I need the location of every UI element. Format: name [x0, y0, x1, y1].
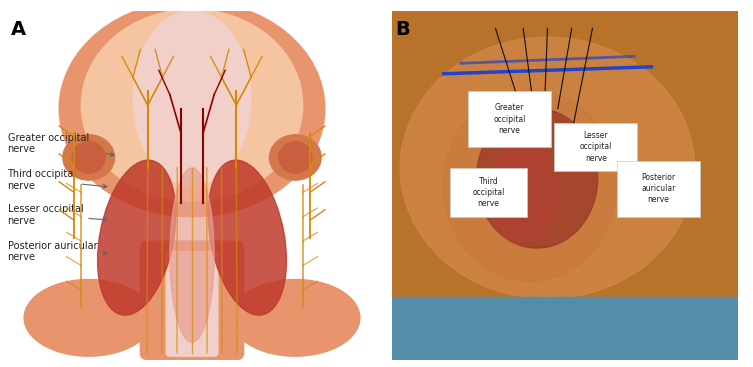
Text: Third
occipital
nerve: Third occipital nerve: [472, 177, 505, 208]
Ellipse shape: [209, 160, 286, 315]
Ellipse shape: [270, 135, 321, 180]
FancyBboxPatch shape: [450, 168, 526, 217]
Text: Greater occipital
nerve: Greater occipital nerve: [8, 133, 114, 156]
Circle shape: [648, 171, 675, 199]
Ellipse shape: [230, 280, 360, 356]
Text: A: A: [11, 20, 26, 39]
Ellipse shape: [279, 142, 312, 173]
Circle shape: [643, 166, 681, 204]
FancyBboxPatch shape: [166, 251, 218, 356]
Ellipse shape: [72, 142, 105, 173]
Text: Posterior
auricular
nerve: Posterior auricular nerve: [641, 173, 675, 204]
Ellipse shape: [81, 9, 303, 201]
Text: Lesser occipital
nerve: Lesser occipital nerve: [8, 204, 107, 226]
Ellipse shape: [477, 109, 598, 248]
Text: B: B: [395, 20, 410, 39]
Ellipse shape: [401, 37, 694, 299]
Bar: [392, 297, 738, 360]
Ellipse shape: [170, 168, 214, 342]
Text: Posterior auricular
nerve: Posterior auricular nerve: [8, 241, 107, 262]
Ellipse shape: [444, 90, 617, 281]
Text: Third occipital
nerve: Third occipital nerve: [8, 169, 107, 191]
FancyBboxPatch shape: [554, 123, 638, 171]
Ellipse shape: [489, 140, 558, 245]
FancyBboxPatch shape: [140, 241, 244, 360]
FancyBboxPatch shape: [468, 91, 551, 147]
Ellipse shape: [62, 135, 114, 180]
Text: Lesser
occipital
nerve: Lesser occipital nerve: [580, 131, 612, 163]
Ellipse shape: [24, 280, 154, 356]
Ellipse shape: [133, 11, 251, 185]
Text: Greater
occipital
nerve: Greater occipital nerve: [493, 103, 526, 135]
Ellipse shape: [98, 160, 175, 315]
FancyBboxPatch shape: [617, 161, 700, 217]
Ellipse shape: [59, 1, 325, 217]
